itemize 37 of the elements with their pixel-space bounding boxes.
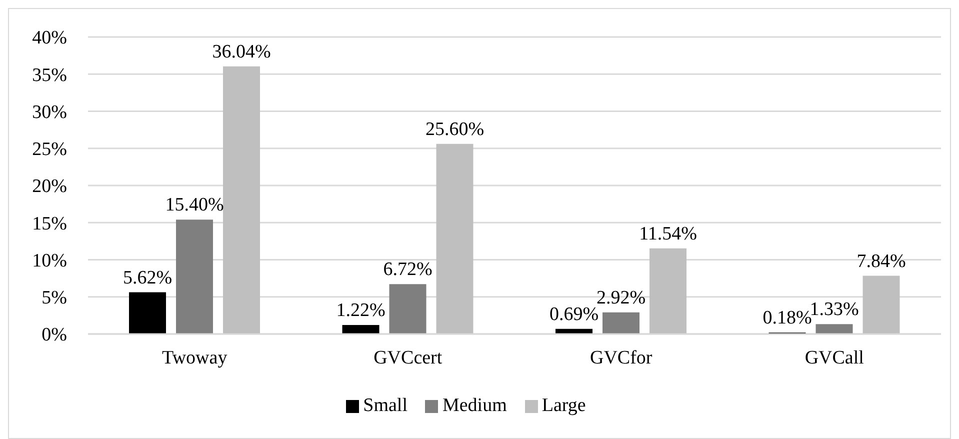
x-tick-label: Twoway <box>162 347 228 368</box>
y-tick-label: 10% <box>32 250 68 272</box>
x-tick-label: GVCcert <box>374 347 443 368</box>
data-label: 1.22% <box>336 300 386 321</box>
y-tick-label: 15% <box>32 213 68 234</box>
bar <box>862 276 900 334</box>
data-label: 11.54% <box>639 223 698 244</box>
data-label: 36.04% <box>212 41 271 62</box>
x-tick-label: GVCfor <box>590 347 653 368</box>
y-tick-label: 5% <box>42 288 68 309</box>
bar <box>436 144 474 334</box>
data-label: 6.72% <box>383 259 432 280</box>
y-tick-label: 0% <box>42 324 68 346</box>
data-label: 0.69% <box>549 304 599 325</box>
data-label: 15.40% <box>165 194 224 216</box>
legend-label: Medium <box>442 395 507 416</box>
bar <box>816 324 853 334</box>
x-tick-label: GVCall <box>804 347 864 368</box>
bar <box>389 284 426 334</box>
y-tick-label: 30% <box>32 102 68 123</box>
y-tick-label: 40% <box>32 28 68 49</box>
data-label: 5.62% <box>122 267 172 288</box>
bar <box>176 220 213 334</box>
bar <box>342 324 380 334</box>
data-label: 2.92% <box>596 287 646 308</box>
bar <box>650 248 686 334</box>
bar <box>129 292 166 334</box>
legend-label: Small <box>363 395 408 416</box>
data-label: 7.84% <box>856 250 906 272</box>
y-tick-label: 25% <box>32 139 68 160</box>
y-tick-label: 35% <box>32 64 68 86</box>
legend-label: Large <box>542 395 586 416</box>
y-tick-label: 20% <box>32 176 68 198</box>
bar <box>223 66 260 334</box>
bar <box>602 312 640 334</box>
data-label: 0.18% <box>762 308 812 329</box>
data-label: 25.60% <box>425 118 484 140</box>
